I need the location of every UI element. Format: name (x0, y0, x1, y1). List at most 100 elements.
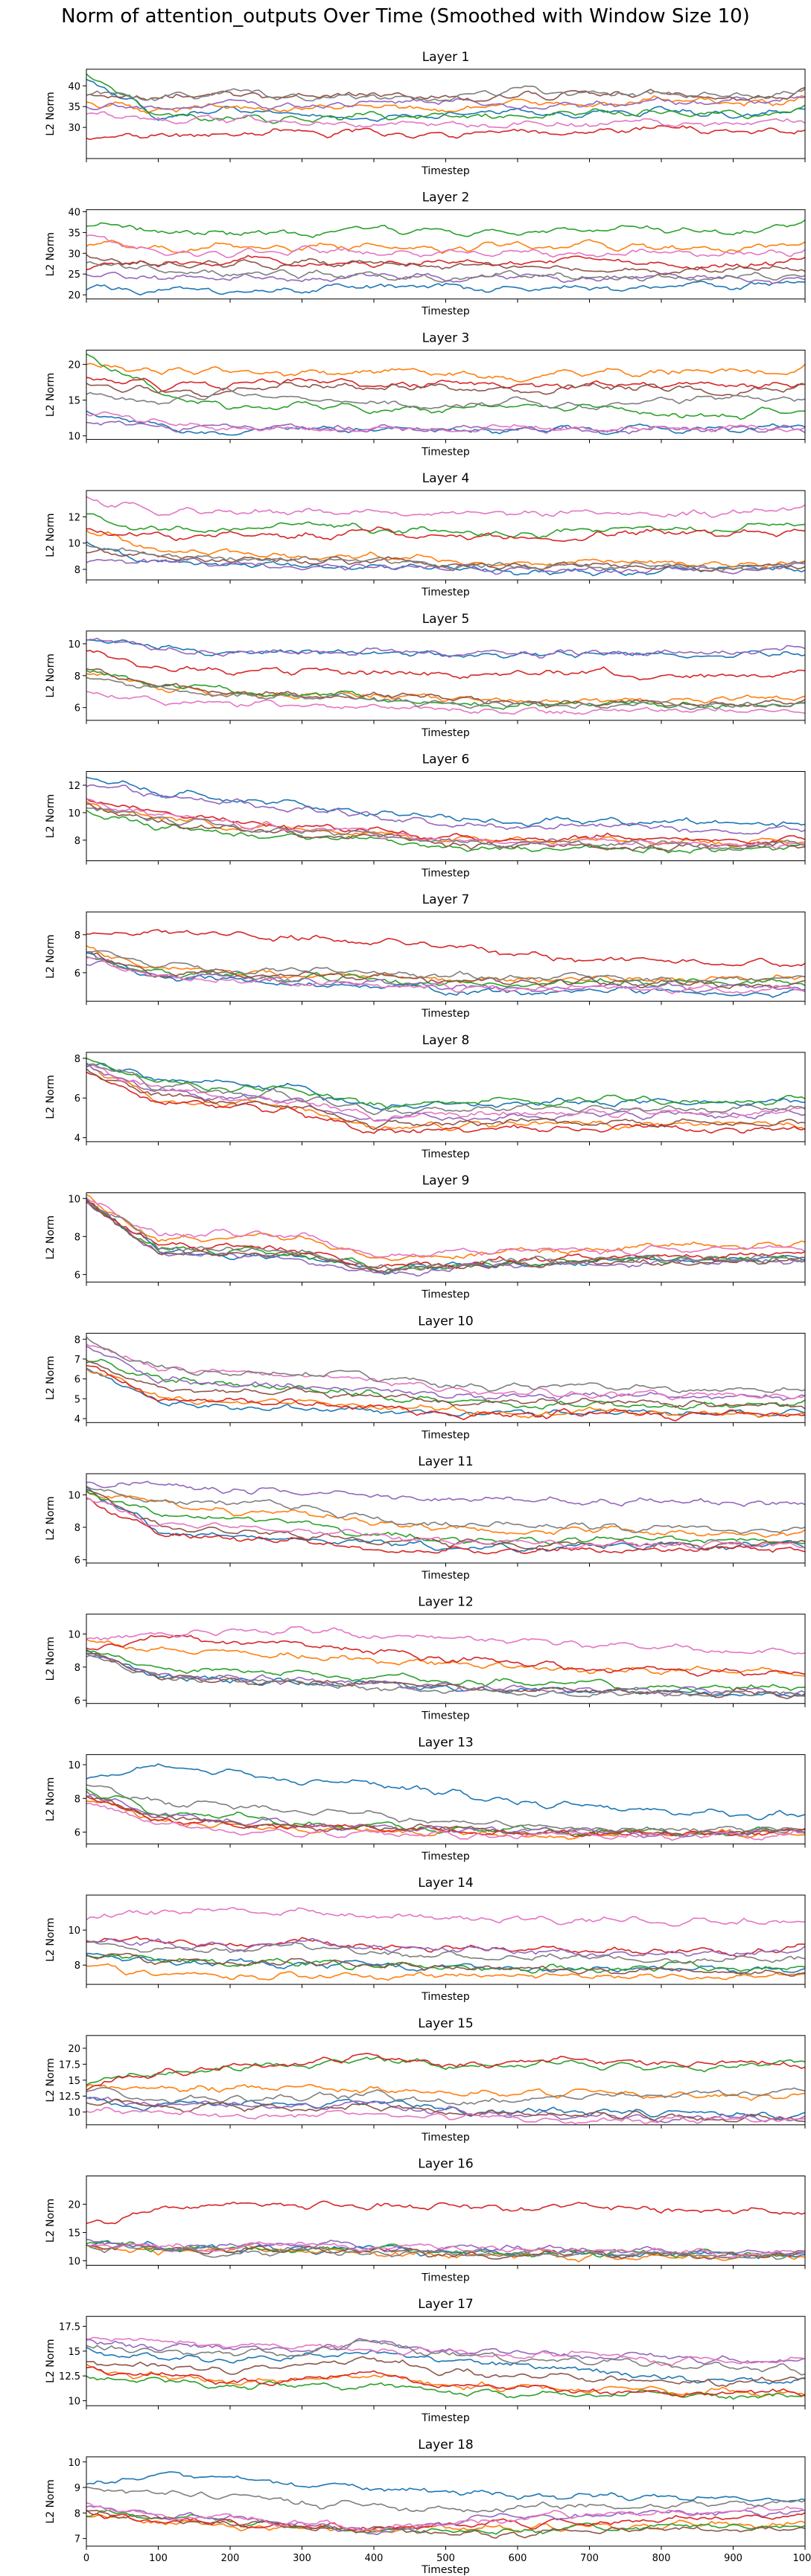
y-tick-label: 10 (68, 1490, 80, 1501)
y-tick-label: 10 (68, 539, 80, 550)
y-tick-label: 6 (74, 1828, 80, 1839)
series-line (86, 1336, 806, 1394)
series-line (86, 1486, 806, 1535)
subplot-title: Layer 14 (418, 1876, 473, 1891)
x-axis-label: Timestep (421, 1710, 470, 1722)
layer-17-subplot: Layer 17 10 12.5 15 17.5 Timestep L2 Norm (45, 2297, 806, 2424)
layer-4-subplot: Layer 4 8 10 12 Timestep L2 Norm (45, 471, 806, 598)
y-tick-label: 40 (68, 207, 80, 218)
series-line (86, 513, 806, 539)
series-line (86, 929, 806, 968)
x-axis-label: Timestep (421, 2272, 470, 2284)
layer-8-subplot: Layer 8 4 6 8 Timestep L2 Norm (45, 1033, 806, 1160)
series-line (86, 1489, 806, 1550)
subplot-title: Layer 17 (418, 2297, 473, 2312)
subplot-title: Layer 3 (422, 330, 470, 345)
series-line (86, 2502, 806, 2533)
y-tick-label: 7 (74, 2534, 80, 2545)
series-line (86, 1202, 806, 1271)
series-line (86, 544, 806, 572)
series-line (86, 956, 806, 994)
series-line (86, 2514, 806, 2534)
series-line (86, 691, 806, 715)
y-tick-label: 6 (74, 1270, 80, 1281)
series-line (86, 96, 806, 110)
series-line (86, 1201, 806, 1277)
y-tick-label: 10 (68, 2108, 80, 2119)
y-tick-label: 10 (68, 1760, 80, 1771)
series-line (86, 111, 806, 129)
y-tick-label: 30 (68, 249, 80, 260)
series-line (86, 234, 806, 258)
y-tick-label: 12.5 (59, 2091, 80, 2103)
layer-14-subplot: Layer 14 8 10 Timestep L2 Norm (45, 1876, 806, 2003)
y-axis-label: L2 Norm (45, 1777, 57, 1821)
series-line (86, 2106, 806, 2125)
axes-frame (86, 1614, 806, 1704)
y-tick-label: 10 (68, 2458, 80, 2469)
x-tick-label: 600 (509, 2553, 527, 2564)
y-tick-label: 17.5 (59, 2059, 80, 2071)
series-line (86, 1952, 806, 1977)
series-line (86, 1064, 806, 1122)
layer-12-subplot: Layer 12 6 8 10 Timestep L2 Norm (45, 1595, 806, 1722)
series-line (86, 798, 806, 845)
series-line (86, 2086, 806, 2106)
series-line (86, 549, 806, 572)
series-line (86, 1491, 806, 1538)
series-line (86, 1197, 806, 1258)
y-tick-label: 35 (68, 228, 80, 239)
series-line (86, 496, 806, 518)
y-axis-label: L2 Norm (45, 794, 57, 838)
y-tick-label: 8 (74, 1335, 80, 1346)
y-tick-label: 6 (74, 703, 80, 715)
series-line (86, 1936, 806, 1957)
x-tick-label: 700 (580, 2553, 599, 2564)
subplot-title: Layer 2 (422, 191, 470, 205)
y-tick-label: 8 (74, 1232, 80, 1243)
x-axis-label: Timestep (421, 868, 470, 880)
x-axis-label: Timestep (421, 2564, 470, 2576)
series-line (86, 255, 806, 271)
y-axis-label: L2 Norm (45, 2058, 57, 2102)
x-axis-label: Timestep (421, 1429, 470, 1441)
series-line (86, 261, 806, 284)
y-axis-label: L2 Norm (45, 92, 57, 135)
series-line (86, 2375, 806, 2400)
series-line (86, 1489, 806, 1545)
axes-frame (86, 2035, 806, 2126)
x-tick-label: 500 (436, 2553, 455, 2564)
y-axis-label: L2 Norm (45, 2339, 57, 2383)
subplot-title: Layer 4 (422, 471, 470, 486)
x-axis-label: Timestep (421, 165, 470, 177)
series-line (86, 2098, 806, 2123)
y-tick-label: 10 (68, 432, 80, 443)
series-line (86, 650, 806, 681)
series-line (86, 411, 806, 433)
y-tick-label: 6 (74, 1093, 80, 1105)
y-tick-label: 5 (74, 1394, 80, 1405)
y-axis-label: L2 Norm (45, 1917, 57, 1961)
series-line (86, 362, 806, 383)
axes-frame (86, 1894, 806, 1985)
y-tick-label: 4 (74, 1134, 80, 1145)
series-line (86, 1071, 806, 1134)
series-line (86, 1626, 806, 1655)
y-tick-label: 8 (74, 1663, 80, 1674)
y-axis-label: L2 Norm (45, 935, 57, 979)
series-line (86, 1963, 806, 1981)
series-line (86, 540, 806, 577)
series-line (86, 239, 806, 255)
x-axis-label: Timestep (421, 306, 470, 318)
y-axis-label: L2 Norm (45, 2199, 57, 2243)
y-tick-label: 20 (68, 2199, 80, 2211)
y-tick-label: 10 (68, 808, 80, 819)
series-line (86, 2200, 806, 2225)
y-tick-label: 12.5 (59, 2371, 80, 2382)
layer-15-subplot: Layer 15 10 12.5 15 17.5 20 Timestep L2 Norm (45, 2016, 806, 2144)
series-line (86, 73, 806, 124)
series-line (86, 1497, 806, 1550)
series-line (86, 1064, 806, 1131)
series-line (86, 85, 806, 102)
series-line (86, 959, 806, 994)
